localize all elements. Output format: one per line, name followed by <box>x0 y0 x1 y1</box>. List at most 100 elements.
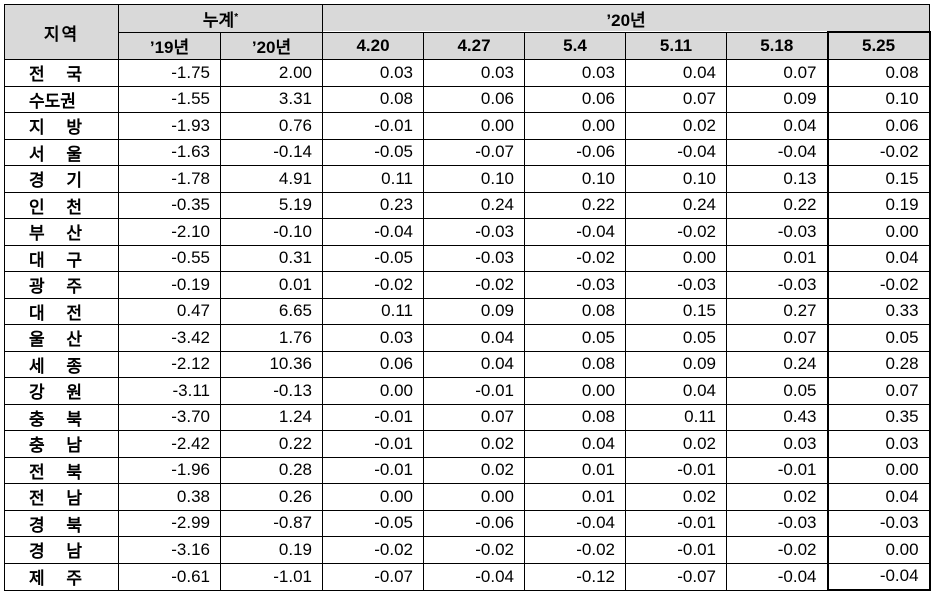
value-cell: 0.06 <box>423 85 525 113</box>
value-cell: 0.05 <box>625 324 727 352</box>
value-cell: -0.07 <box>322 562 424 591</box>
region-name: 세 종 <box>4 350 119 378</box>
table-row: 강 원 -3.11 -0.13 0.00 -0.01 0.00 0.04 0.05 0.07 <box>4 377 931 405</box>
value-cell: -0.04 <box>322 218 424 246</box>
value-cell: -0.02 <box>826 138 931 166</box>
region-name: 전 남 <box>4 483 119 511</box>
price-change-table: 지역 누계* ’20년 ’19년 ’20년 4.20 4.27 5.4 5.11 5.18 5… <box>4 4 931 591</box>
value-cell: 0.19 <box>826 191 931 219</box>
value-cell: -0.07 <box>423 138 525 166</box>
value-cell: 0.04 <box>826 244 931 272</box>
value-cell: 0.24 <box>423 191 525 219</box>
value-cell: -0.05 <box>322 244 424 272</box>
value-cell: 0.05 <box>524 324 626 352</box>
value-cell: 0.26 <box>220 483 323 511</box>
value-cell: -0.04 <box>826 562 931 591</box>
value-cell: 0.03 <box>826 430 931 458</box>
value-cell: -0.12 <box>524 562 626 591</box>
table-row: 전 국 -1.75 2.00 0.03 0.03 0.03 0.04 0.07 0.08 <box>4 59 931 87</box>
region-name: 충 남 <box>4 430 119 458</box>
value-cell: -0.01 <box>322 112 424 140</box>
value-cell: 0.00 <box>423 112 525 140</box>
value-cell: -0.04 <box>726 138 828 166</box>
week-header: 5.18 <box>726 31 828 60</box>
cumulative-year-header: ’19년 <box>118 31 221 60</box>
value-cell: 0.47 <box>118 297 221 325</box>
value-cell: 0.05 <box>826 324 931 352</box>
value-cell: 0.02 <box>625 430 727 458</box>
value-cell: -1.78 <box>118 165 221 193</box>
value-cell: 0.00 <box>826 456 931 484</box>
header-row-sub: ’19년 ’20년 4.20 4.27 5.4 5.11 5.18 5.25 <box>5 31 931 60</box>
value-cell: 0.02 <box>423 430 525 458</box>
region-name: 부 산 <box>4 218 119 246</box>
value-cell: 0.07 <box>726 324 828 352</box>
value-cell: 0.28 <box>220 456 323 484</box>
value-cell: 0.07 <box>726 59 828 87</box>
value-cell: 0.06 <box>826 112 931 140</box>
value-cell: 0.00 <box>423 483 525 511</box>
value-cell: -0.02 <box>423 536 525 564</box>
value-cell: -0.03 <box>726 218 828 246</box>
week-header: 5.4 <box>524 31 626 60</box>
value-cell: 0.04 <box>423 324 525 352</box>
table-row: 울 산 -3.42 1.76 0.03 0.04 0.05 0.05 0.07 0.05 <box>4 324 931 352</box>
table-row: 인 천 -0.35 5.19 0.23 0.24 0.22 0.24 0.22 0.19 <box>4 191 931 219</box>
value-cell: 0.10 <box>826 85 931 113</box>
value-cell: -3.70 <box>118 403 221 431</box>
table-row: 경 기 -1.78 4.91 0.11 0.10 0.10 0.10 0.13 0.15 <box>4 165 931 193</box>
value-cell: -0.87 <box>220 509 323 537</box>
value-cell: 1.76 <box>220 324 323 352</box>
table-row: 세 종 -2.12 10.36 0.06 0.04 0.08 0.09 0.24 0.28 <box>4 350 931 378</box>
value-cell: 0.11 <box>322 165 424 193</box>
value-cell: 0.06 <box>524 85 626 113</box>
value-cell: -1.01 <box>220 562 323 591</box>
value-cell: 0.76 <box>220 112 323 140</box>
value-cell: 0.04 <box>625 377 727 405</box>
value-cell: 0.11 <box>322 297 424 325</box>
value-cell: 0.08 <box>524 350 626 378</box>
value-cell: -0.04 <box>625 138 727 166</box>
value-cell: 0.04 <box>826 483 931 511</box>
table-row: 전 북 -1.96 0.28 -0.01 0.02 0.01 -0.01 -0.01 0.00 <box>4 456 931 484</box>
value-cell: 0.10 <box>625 165 727 193</box>
value-cell: -0.01 <box>322 403 424 431</box>
value-cell: -0.55 <box>118 244 221 272</box>
table-row: 경 남 -3.16 0.19 -0.02 -0.02 -0.02 -0.01 -0.02 0.0… <box>4 536 931 564</box>
value-cell: -0.10 <box>220 218 323 246</box>
region-name: 대 전 <box>4 297 119 325</box>
region-column-header: 지역 <box>4 4 119 60</box>
value-cell: 0.09 <box>423 297 525 325</box>
region-name: 경 기 <box>4 165 119 193</box>
value-cell: 0.07 <box>423 403 525 431</box>
value-cell: 0.10 <box>524 165 626 193</box>
value-cell: 0.35 <box>826 403 931 431</box>
value-cell: 0.10 <box>423 165 525 193</box>
value-cell: -0.13 <box>220 377 323 405</box>
value-cell: 0.01 <box>524 483 626 511</box>
value-cell: -0.03 <box>826 509 931 537</box>
value-cell: 6.65 <box>220 297 323 325</box>
value-cell: -0.01 <box>322 456 424 484</box>
value-cell: -0.02 <box>423 271 525 299</box>
value-cell: -0.03 <box>423 244 525 272</box>
region-name: 울 산 <box>4 324 119 352</box>
table-row: 지 방 -1.93 0.76 -0.01 0.00 0.00 0.02 0.04 0.06 <box>4 112 931 140</box>
value-cell: -0.19 <box>118 271 221 299</box>
value-cell: 0.22 <box>220 430 323 458</box>
value-cell: 0.03 <box>322 324 424 352</box>
value-cell: -0.05 <box>322 509 424 537</box>
value-cell: -0.04 <box>423 562 525 591</box>
table-row: 충 북 -3.70 1.24 -0.01 0.07 0.08 0.11 0.43 0.35 <box>4 403 931 431</box>
value-cell: -1.55 <box>118 85 221 113</box>
value-cell: -0.02 <box>625 218 727 246</box>
region-name: 지 방 <box>4 112 119 140</box>
value-cell: -0.35 <box>118 191 221 219</box>
value-cell: -0.06 <box>524 138 626 166</box>
cumulative-year-header: ’20년 <box>220 31 323 60</box>
value-cell: 0.22 <box>524 191 626 219</box>
value-cell: 0.00 <box>625 244 727 272</box>
value-cell: 10.36 <box>220 350 323 378</box>
value-cell: 0.31 <box>220 244 323 272</box>
table-row: 대 전 0.47 6.65 0.11 0.09 0.08 0.15 0.27 0.33 <box>4 297 931 325</box>
